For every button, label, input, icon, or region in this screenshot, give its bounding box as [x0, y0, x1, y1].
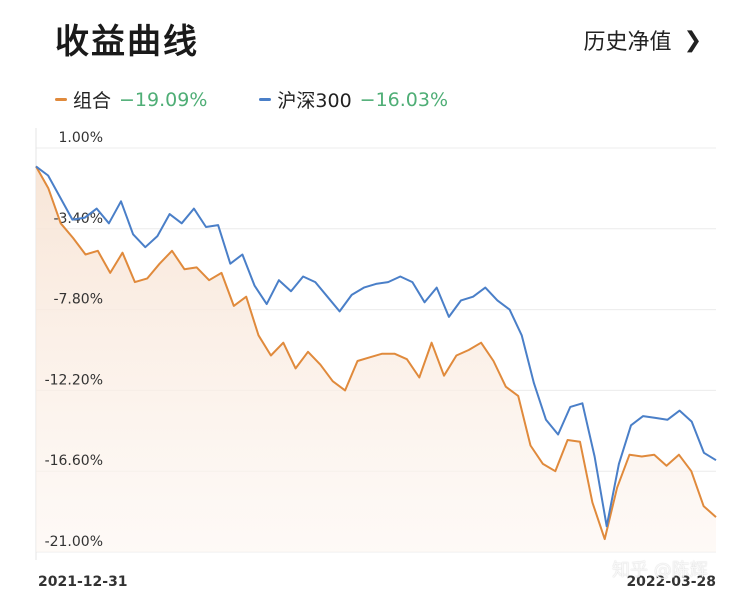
legend-name-benchmark: 沪深300 [277, 90, 352, 112]
x-tick-label: 2021-12-31 [38, 574, 128, 590]
legend-swatch-benchmark [259, 98, 272, 101]
area-fill-layer [36, 166, 716, 552]
series-line-portfolio [35, 165, 717, 541]
watermark-text: 知乎 @陈辉 [612, 560, 708, 581]
x-axis-ticks: 2021-12-31 2022-03-28 [38, 574, 716, 590]
y-tick-label: -12.20% [45, 372, 103, 388]
chevron-right-icon: ❯ [683, 27, 702, 53]
y-tick-label: -7.80% [53, 292, 103, 308]
y-tick-label: -21.00% [45, 534, 103, 550]
legend-name-portfolio: 组合 [73, 90, 112, 112]
history-nav-link[interactable]: 历史净值 ❯ [584, 24, 702, 56]
y-tick-label: -16.60% [45, 453, 103, 469]
series-lines [35, 165, 717, 541]
area-fill-portfolio [36, 166, 716, 552]
x-tick-label: 2022-03-28 [626, 574, 716, 590]
legend-swatch-portfolio [55, 98, 67, 101]
history-nav-label: 历史净值 [583, 30, 672, 55]
legend-item-benchmark: 沪深300 −16.03% [259, 86, 448, 113]
series-line-benchmark [35, 165, 717, 528]
legend-item-portfolio: 组合 −19.09% [55, 86, 207, 113]
chart-legend: 组合 −19.09% 沪深300 −16.03% [55, 86, 500, 113]
page-title: 收益曲线 [55, 22, 199, 62]
legend-value-portfolio: −19.09% [119, 88, 208, 111]
y-tick-label: 1.00% [59, 130, 103, 146]
legend-value-benchmark: −16.03% [359, 88, 449, 111]
